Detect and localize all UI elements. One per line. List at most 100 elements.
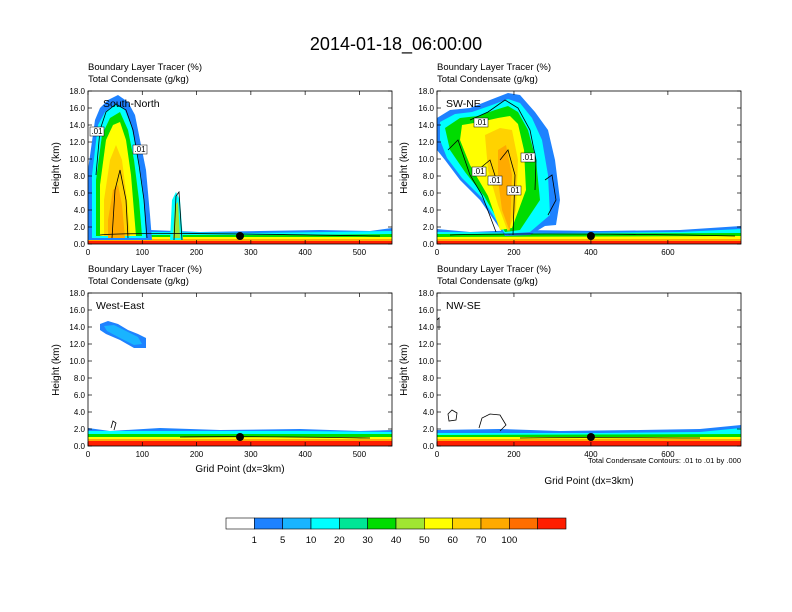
x-tick-label: 0 [86, 248, 91, 257]
contour-labels: .01 .01 [89, 126, 148, 155]
y-tick-label: 4.0 [74, 206, 86, 215]
x-tick-label: 200 [507, 450, 521, 459]
contour-label: .01 [475, 118, 487, 127]
y-tick-label: 8.0 [74, 172, 86, 181]
x-tick-label: 500 [353, 450, 367, 459]
colorbar-swatch [480, 517, 510, 530]
colorbar-swatch [424, 517, 453, 530]
panel-label: West-East [96, 300, 144, 312]
panel-subtitle-line1: Boundary Layer Tracer (%) [437, 62, 551, 73]
colorbar-label: 1 [252, 535, 257, 546]
x-tick-label: 400 [298, 248, 312, 257]
x-tick-label: 400 [584, 248, 598, 257]
y-tick-label: 16.0 [418, 306, 434, 315]
panel-plot-area [437, 91, 741, 244]
y-tick-label: 18.0 [69, 289, 85, 298]
panel-label: NW-SE [446, 300, 481, 312]
contour-label: .01 [508, 186, 520, 195]
location-marker [586, 232, 595, 240]
panel-subtitle-line2: Total Condensate (g/kg) [88, 74, 189, 85]
x-tick-label: 0 [435, 248, 440, 257]
y-tick-label: 2.0 [74, 223, 86, 232]
panel-label: South-North [103, 98, 160, 110]
contour-label: .01 [91, 127, 103, 136]
location-marker [236, 433, 244, 441]
y-tick-label: 6.0 [74, 189, 86, 198]
x-tick-label: 200 [507, 248, 521, 257]
x-ticks: 0 200 400 600 [435, 91, 675, 257]
y-tick-label: 6.0 [74, 391, 86, 400]
x-tick-label: 0 [435, 450, 440, 459]
y-tick-label: 8.0 [423, 172, 435, 181]
panel-subtitle-line2: Total Condensate (g/kg) [437, 74, 538, 85]
colorbar-swatch [395, 517, 425, 530]
y-ticks: 0.0 2.0 4.0 6.0 8.0 10.0 12.0 14.0 16.0 18.0 [418, 87, 741, 249]
y-tick-label: 18.0 [69, 87, 85, 96]
y-tick-label: 2.0 [74, 425, 86, 434]
y-tick-label: 0.0 [74, 240, 86, 249]
y-tick-label: 6.0 [423, 391, 435, 400]
y-ticks: 0.0 2.0 4.0 6.0 8.0 10.0 12.0 14.0 16.0 18.0 [69, 87, 392, 249]
panel-subtitle-line1: Boundary Layer Tracer (%) [88, 264, 202, 275]
colorbar-swatch [367, 517, 397, 530]
colorbar-label: 20 [334, 535, 345, 546]
contour-note: Total Condensate Contours: .01 to .01 by… [588, 456, 741, 465]
colorbar-swatch [537, 517, 567, 530]
colorbar-label: 50 [419, 535, 430, 546]
colorbar-label: 5 [280, 535, 285, 546]
colorbar: 1 5 10 20 30 40 50 60 70 100 [225, 517, 567, 546]
panel-nw-se: Boundary Layer Tracer (%) Total Condensa… [399, 264, 742, 487]
y-tick-label: 16.0 [69, 306, 85, 315]
x-tick-label: 200 [190, 450, 204, 459]
colorbar-swatch [310, 517, 340, 530]
y-tick-label: 10.0 [69, 357, 85, 366]
colorbar-swatch [509, 517, 538, 530]
location-marker [586, 433, 595, 441]
y-tick-label: 12.0 [418, 340, 434, 349]
y-tick-label: 8.0 [74, 374, 86, 383]
panel-south-north: Boundary Layer Tracer (%) Total Condensa… [51, 62, 393, 257]
y-tick-label: 12.0 [69, 138, 85, 147]
condensate-contours [110, 420, 371, 439]
panel-subtitle-line2: Total Condensate (g/kg) [437, 276, 538, 287]
y-tick-label: 18.0 [418, 289, 434, 298]
condensate-contours [447, 99, 736, 237]
y-tick-label: 8.0 [423, 374, 435, 383]
x-tick-label: 0 [86, 450, 91, 459]
y-ticks: 0.0 2.0 4.0 6.0 8.0 10.0 12.0 14.0 16.0 18.0 [69, 289, 392, 451]
x-tick-label: 300 [244, 450, 258, 459]
x-tick-label: 300 [244, 248, 258, 257]
y-tick-label: 10.0 [418, 155, 434, 164]
colorbar-swatch [282, 517, 312, 530]
y-tick-label: 4.0 [423, 206, 435, 215]
condensate-contours [437, 317, 701, 439]
panel-subtitle-line1: Boundary Layer Tracer (%) [437, 264, 551, 275]
y-tick-label: 14.0 [69, 323, 85, 332]
y-tick-label: 18.0 [418, 87, 434, 96]
colorbar-label: 100 [501, 535, 517, 546]
colorbar-swatch [254, 517, 283, 530]
y-tick-label: 16.0 [418, 104, 434, 113]
colorbar-swatch [225, 517, 255, 530]
x-axis-label: Grid Point (dx=3km) [195, 464, 284, 475]
contour-label: .01 [489, 176, 501, 185]
y-axis-label: Height (km) [51, 344, 62, 396]
x-tick-label: 500 [353, 248, 367, 257]
contour-label: .01 [134, 145, 146, 154]
boundary-layer-band [437, 425, 741, 446]
x-tick-label: 100 [136, 248, 150, 257]
x-tick-label: 400 [298, 450, 312, 459]
figure-title: 2014-01-18_06:00:00 [310, 34, 482, 55]
y-tick-label: 0.0 [74, 442, 86, 451]
condensate-contours [95, 103, 381, 241]
y-tick-label: 0.0 [423, 442, 435, 451]
y-axis-label: Height (km) [399, 344, 410, 396]
y-axis-label: Height (km) [399, 142, 410, 194]
panel-plot-area [437, 293, 741, 446]
location-marker [236, 232, 244, 240]
x-tick-label: 600 [661, 248, 675, 257]
contour-labels: .01 .01 .01 .01 .01 [471, 117, 536, 196]
colorbar-label: 40 [391, 535, 402, 546]
panel-subtitle-line2: Total Condensate (g/kg) [88, 276, 189, 287]
colorbar-label: 70 [476, 535, 487, 546]
